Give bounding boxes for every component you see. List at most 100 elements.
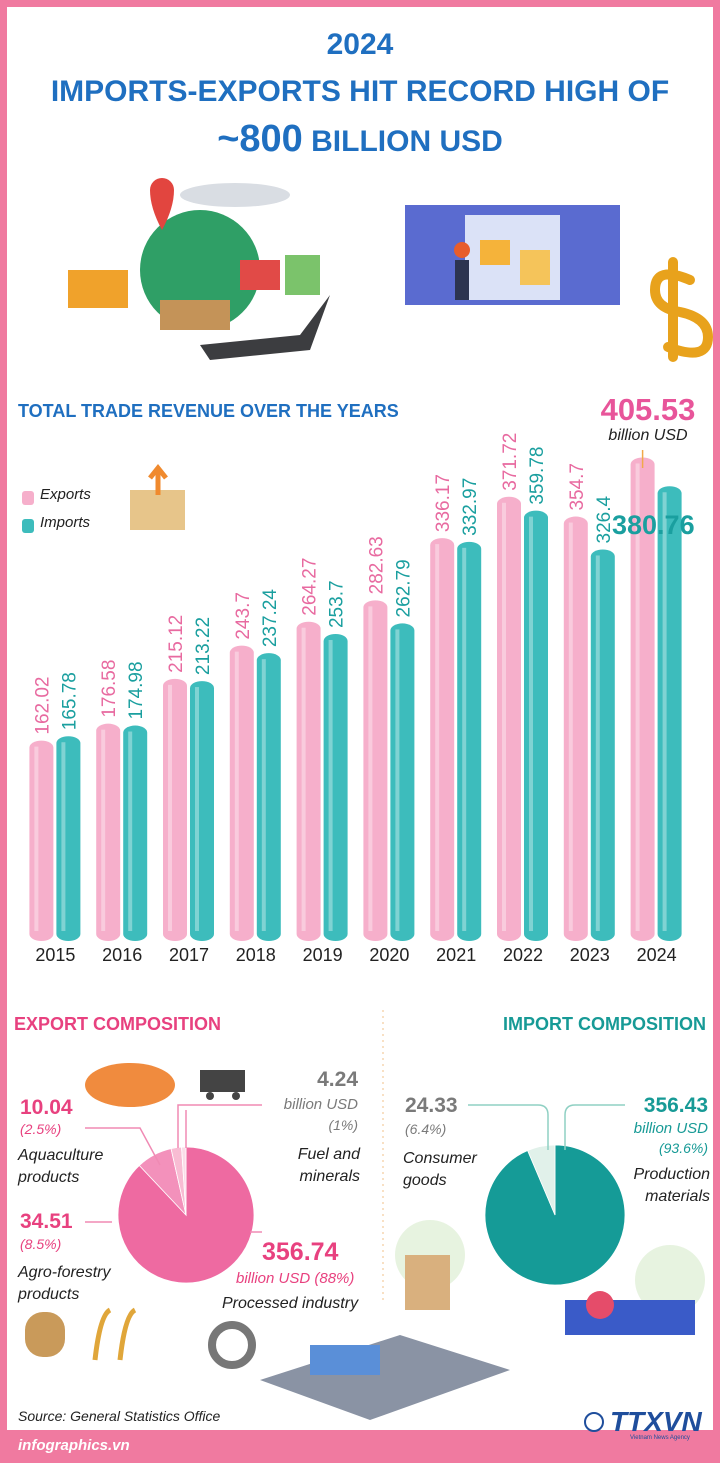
bar — [590, 549, 615, 941]
bar-highlight — [328, 640, 333, 931]
bar-highlight — [195, 687, 199, 931]
year: 2024 — [326, 28, 394, 61]
bar-highlight — [101, 729, 106, 931]
highlight: ~800 — [217, 118, 303, 160]
x-tick-label: 2019 — [303, 945, 343, 965]
pie-title: IMPORT COMPOSITION — [502, 1014, 706, 1034]
illustration-box — [130, 463, 185, 530]
bar-highlight — [595, 555, 600, 931]
x-tick-label: 2023 — [570, 945, 610, 965]
value-label: 215.12 — [166, 615, 187, 673]
bar-highlight — [529, 516, 533, 931]
x-tick-label: 2018 — [236, 945, 276, 965]
unit-label: billion USD — [608, 427, 688, 444]
bar-highlight — [435, 544, 440, 931]
value-label: 162.02 — [32, 676, 53, 734]
bar-highlight — [568, 522, 573, 931]
bar-highlight — [368, 606, 373, 931]
logo: TTXVN — [610, 1406, 702, 1437]
value-label: 326.4 — [594, 495, 615, 543]
x-tick-label: 2015 — [35, 945, 75, 965]
value-label: 243.7 — [233, 592, 254, 640]
value-label: 359.78 — [527, 447, 548, 505]
bar — [497, 496, 521, 941]
value-label: 176.58 — [99, 660, 120, 718]
bar-highlight — [502, 502, 506, 931]
bar — [630, 457, 655, 941]
unit-label: billion USD — [633, 1120, 708, 1137]
legend-swatch — [22, 519, 34, 533]
bar-highlight — [34, 746, 39, 931]
value-label: 213.22 — [193, 617, 214, 675]
category-label: Processed industry — [222, 1295, 359, 1312]
bar-highlight — [395, 629, 400, 931]
category-label: Production materials — [633, 1166, 711, 1205]
x-tick-label: 2017 — [169, 945, 209, 965]
unit-label: billion USD — [283, 1096, 358, 1113]
value-label: 4.24 — [317, 1068, 358, 1091]
bar-highlight — [261, 659, 266, 931]
title-line: ~800 BILLION USD — [0, 118, 720, 161]
legend-swatch — [22, 491, 34, 505]
value-label: 253.7 — [327, 580, 348, 628]
x-tick-label: 2021 — [436, 945, 476, 965]
unit-percent: billion USD (88%) — [236, 1270, 354, 1287]
percent-label: (8.5%) — [20, 1236, 62, 1252]
value-label: 237.24 — [260, 589, 281, 648]
bar — [323, 634, 348, 941]
title: IMPORTS-EXPORTS HIT RECORD HIGH OF — [50, 75, 670, 108]
illustration-trade — [68, 178, 330, 360]
value-label: 405.53 — [600, 392, 696, 427]
bar-highlight — [128, 731, 133, 931]
bar — [657, 486, 682, 941]
value-label: 264.27 — [300, 558, 321, 616]
bar — [363, 600, 388, 941]
pie-slice — [527, 1144, 556, 1216]
value-label: 354.7 — [567, 463, 588, 511]
leader-line — [85, 1127, 161, 1166]
bar — [229, 645, 254, 941]
bar — [430, 538, 455, 941]
bar — [390, 623, 415, 941]
category-label: Consumer goods — [403, 1150, 477, 1189]
percent-label: (93.6%) — [658, 1140, 708, 1156]
bar-highlight — [635, 463, 640, 931]
value-label: 24.33 — [405, 1094, 458, 1117]
bar-highlight — [462, 547, 467, 931]
bar-highlight — [662, 492, 667, 931]
x-tick-label: 2020 — [369, 945, 409, 965]
unit-label: billion USD — [236, 1270, 311, 1287]
bar — [563, 516, 588, 941]
value-label: 262.79 — [393, 559, 414, 617]
value-label: 34.51 — [20, 1210, 73, 1233]
value-label: 332.97 — [460, 478, 481, 536]
bar-highlight — [61, 742, 66, 931]
footer-band — [0, 1430, 720, 1463]
illustration-factory — [25, 1307, 510, 1420]
bar — [123, 725, 148, 941]
leader-line — [177, 1104, 262, 1148]
footer: infographics.vn — [18, 1437, 130, 1454]
value-label: 380.76 — [612, 510, 695, 540]
logo-mark — [584, 1412, 604, 1432]
bar — [296, 621, 321, 941]
bar — [56, 736, 81, 941]
bar — [29, 740, 54, 941]
legend-label: Exports — [40, 486, 91, 503]
title-end: BILLION USD — [311, 125, 503, 158]
category-label: Aquaculture products — [18, 1147, 104, 1186]
percent-label: (1%) — [328, 1117, 358, 1133]
x-tick-label: 2022 — [503, 945, 543, 965]
value-label: 282.63 — [366, 536, 387, 594]
bar-highlight — [168, 684, 172, 931]
value-label: 356.43 — [643, 1094, 708, 1117]
bar-highlight — [301, 627, 306, 931]
value-label: 174.98 — [126, 661, 147, 719]
logo-caption: Vietnam News Agency — [630, 1435, 690, 1441]
x-tick-label: 2016 — [102, 945, 142, 965]
bar — [190, 681, 214, 941]
illustration-warehouse — [405, 205, 620, 305]
illustration-goods — [395, 1220, 705, 1335]
